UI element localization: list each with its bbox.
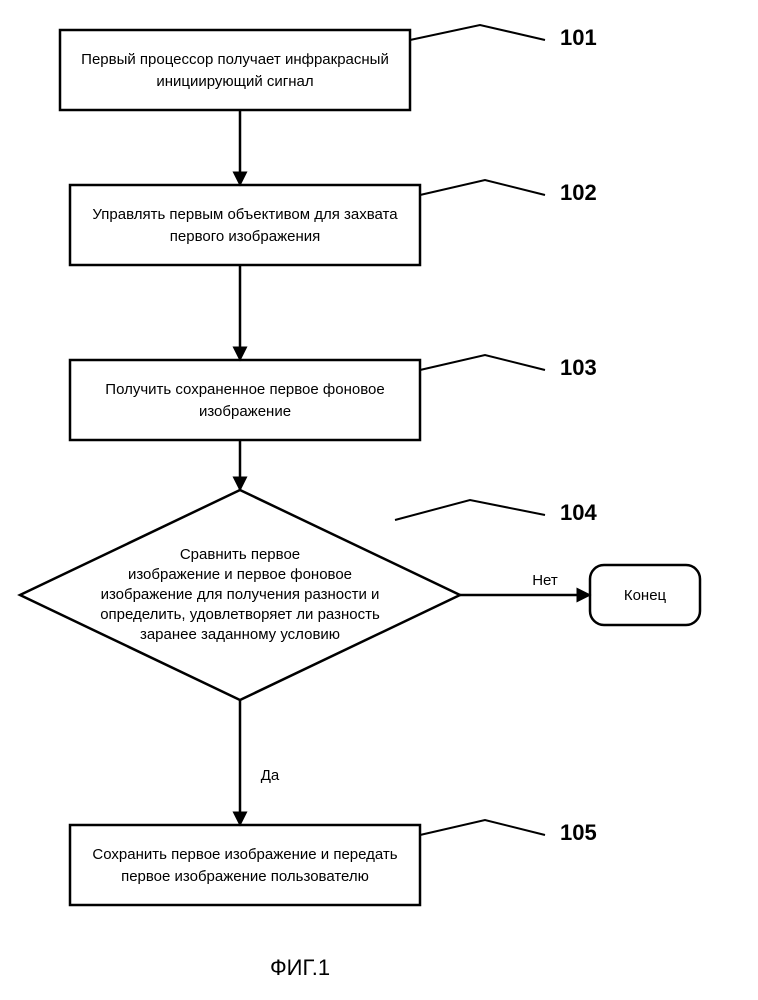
node-end-line-0: Конец	[624, 587, 667, 604]
callout-n103	[420, 355, 545, 370]
node-n104-line-4: заранее заданному условию	[140, 626, 340, 643]
node-n102-line-1: первого изображения	[170, 228, 320, 245]
node-n105	[70, 825, 420, 905]
callout-n102	[420, 180, 545, 195]
label-n103: 103	[560, 355, 597, 380]
label-n102: 102	[560, 180, 597, 205]
node-n101-line-1: инициирующий сигнал	[156, 73, 313, 90]
node-n105-line-1: первое изображение пользователю	[121, 868, 369, 885]
node-n103-line-1: изображение	[199, 403, 291, 420]
node-n101-line-0: Первый процессор получает инфракрасный	[81, 51, 389, 68]
node-n101	[60, 30, 410, 110]
node-n104-line-1: изображение и первое фоновое	[128, 566, 352, 583]
label-n105: 105	[560, 820, 597, 845]
node-n102	[70, 185, 420, 265]
node-n104-line-3: определить, удовлетворяет ли разность	[100, 606, 380, 623]
figure-caption: ФИГ.1	[270, 955, 330, 980]
callout-n105	[420, 820, 545, 835]
node-n103	[70, 360, 420, 440]
callout-n104	[395, 500, 545, 520]
label-n104: 104	[560, 500, 597, 525]
node-n104-line-0: Сравнить первое	[180, 546, 300, 563]
node-n105-line-0: Сохранить первое изображение и передать	[92, 846, 397, 863]
edge-3-label: Да	[261, 767, 280, 784]
node-n104-line-2: изображение для получения разности и	[101, 586, 380, 603]
node-n102-line-0: Управлять первым объективом для захвата	[92, 206, 398, 223]
callout-n101	[410, 25, 545, 40]
edge-4-label: Нет	[532, 572, 558, 589]
node-n103-line-0: Получить сохраненное первое фоновое	[105, 381, 384, 398]
label-n101: 101	[560, 25, 597, 50]
